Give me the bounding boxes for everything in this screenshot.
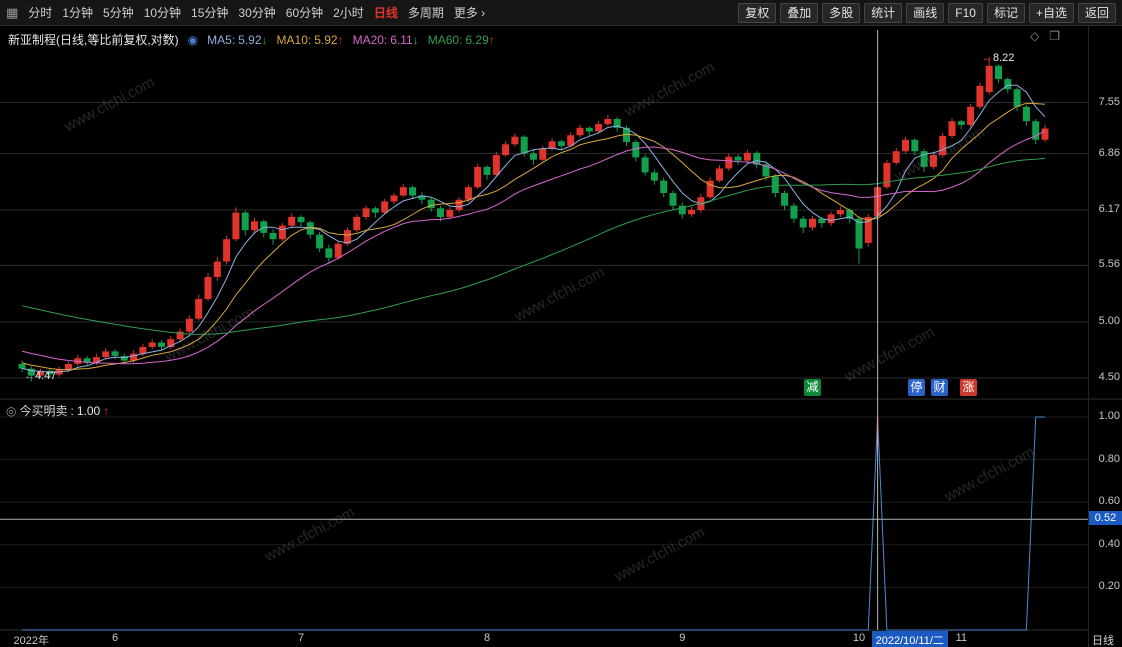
ma60-value: 6.29	[465, 32, 489, 47]
time-axis: 2022年 6 7 8 9 10 11	[0, 630, 1088, 647]
chart-area: 新亚制程(日线,等比前复权,对数) ◉ MA5: 5.92 ↓ MA10: 5.…	[0, 26, 1122, 647]
high-price-value: 8.22	[993, 52, 1015, 64]
timeframe-60min[interactable]: 60分钟	[285, 6, 324, 20]
sub-axis-tick: 1.00	[1098, 410, 1120, 422]
ma60-label: MA60:	[427, 32, 463, 47]
period-label: 日线	[1092, 635, 1114, 647]
sub-indicator-arrow-icon: ↑	[103, 403, 110, 418]
indicator-collapse-icon[interactable]: ◎	[6, 403, 17, 418]
timeframe-30min[interactable]: 30分钟	[238, 6, 276, 20]
crosshair-value-box: 0.52	[1089, 511, 1122, 526]
top-toolbar: ▦ 分时 1分钟 5分钟 10分钟 15分钟 30分钟 60分钟 2小时 日线 …	[0, 0, 1122, 26]
grid-icon[interactable]: ▦	[6, 4, 19, 20]
x-axis-tick: 8	[483, 632, 491, 644]
x-axis-tick: 10	[852, 632, 866, 644]
price-axis-tick: 6.17	[1098, 202, 1120, 215]
ma60-arrow-icon: ↑	[488, 32, 495, 47]
sub-indicator-separator: :	[70, 403, 74, 418]
ma5-legend: MA5: 5.92 ↓	[207, 33, 267, 47]
timeframe-daily[interactable]: 日线	[373, 6, 398, 20]
x-axis-tick: 7	[297, 632, 305, 644]
gridlines	[0, 102, 1122, 631]
button-add-watchlist[interactable]: +自选	[1028, 2, 1074, 23]
ma5-value: 5.92	[238, 32, 262, 47]
chart-header: 新亚制程(日线,等比前复权,对数) ◉ MA5: 5.92 ↓ MA10: 5.…	[8, 31, 495, 48]
price-axis-tick: 6.86	[1098, 146, 1120, 159]
x-axis-tick: 6	[111, 632, 119, 644]
low-price-value: 4.47	[35, 370, 57, 382]
x-axis-tick: 2022年	[13, 635, 50, 647]
button-draw-line[interactable]: 画线	[906, 2, 945, 23]
timeframe-more[interactable]: 更多 ›	[453, 6, 486, 20]
crosshair-date-box: 2022/10/11/二	[871, 631, 948, 647]
candles	[18, 57, 1049, 382]
ma60-legend: MA60: 6.29 ↑	[428, 33, 495, 47]
chart-title: 新亚制程(日线,等比前复权,对数)	[8, 33, 179, 47]
ma10-legend: MA10: 5.92 ↑	[277, 33, 344, 47]
ma20-legend: MA20: 6.11 ↓	[353, 33, 419, 47]
timeframe-5min[interactable]: 5分钟	[103, 6, 134, 20]
ma5-arrow-icon: ↓	[261, 32, 268, 47]
toolbar-right-group: 复权 叠加 多股 统计 画线 F10 标记 +自选 返回	[738, 2, 1116, 23]
timeframe-2hour[interactable]: 2小时	[333, 6, 364, 20]
button-f10[interactable]: F10	[948, 2, 983, 23]
button-fuquan[interactable]: 复权	[738, 2, 777, 23]
timeframe-15min[interactable]: 15分钟	[191, 6, 229, 20]
price-axis-tick: 7.55	[1098, 95, 1120, 108]
ma20-label: MA20:	[352, 32, 388, 47]
event-badge-cai[interactable]: 财	[931, 379, 948, 396]
event-badge-jian[interactable]: 减	[804, 379, 821, 396]
diamond-marker-icon[interactable]: ◇	[1030, 29, 1040, 43]
button-stats[interactable]: 统计	[864, 2, 903, 23]
timeframe-1min[interactable]: 1分钟	[62, 6, 93, 20]
timeframe-multi-period[interactable]: 多周期	[407, 6, 444, 20]
ma10-label: MA10:	[276, 32, 312, 47]
crosshair[interactable]	[0, 30, 1088, 630]
indicator-settings-icon[interactable]: ◉	[187, 32, 199, 47]
sub-axis-tick: 0.60	[1098, 495, 1120, 508]
x-axis-tick: 9	[679, 632, 686, 644]
price-axis-tick: 5.00	[1098, 314, 1120, 327]
event-badge-ting[interactable]: 停	[908, 379, 925, 396]
left-arrow-icon: ←	[982, 52, 993, 64]
price-axis-tick: 5.56	[1098, 258, 1120, 271]
sub-axis-tick: 0.20	[1098, 580, 1120, 593]
chart-corner-tools: ◇ ❐	[1030, 29, 1060, 43]
ma20-arrow-icon: ↓	[412, 32, 419, 47]
ma-lines	[21, 84, 1046, 373]
x-axis-tick: 11	[955, 632, 968, 644]
button-overlay[interactable]: 叠加	[780, 2, 819, 23]
button-back[interactable]: 返回	[1077, 2, 1116, 23]
sub-indicator-value: 1.00	[76, 403, 101, 418]
button-mark[interactable]: 标记	[986, 2, 1025, 23]
ma5-label: MA5:	[207, 32, 236, 47]
sub-indicator-header: ◎ 今买明卖 : 1.00 ↑	[6, 402, 109, 419]
event-badge-zhang[interactable]: 涨	[960, 379, 977, 396]
ma10-arrow-icon: ↑	[337, 32, 344, 47]
sub-indicator-line	[22, 416, 1045, 631]
sub-axis-tick: 0.80	[1098, 452, 1120, 465]
ma20-value: 6.11	[390, 32, 413, 47]
panel-window-icon[interactable]: ❐	[1049, 29, 1060, 43]
sub-indicator-name: 今买明卖	[19, 404, 68, 418]
left-arrow-icon: ←	[24, 370, 35, 382]
price-axis: 7.55 6.86 6.17 5.56 5.00 4.50 1.00 0.80 0.60 0.40…	[1088, 26, 1122, 647]
sub-axis-tick: 0.40	[1098, 537, 1120, 550]
button-multi-stock[interactable]: 多股	[822, 2, 861, 23]
chart-canvas[interactable]	[0, 26, 1122, 647]
ma10-value: 5.92	[314, 32, 338, 47]
timeframe-10min[interactable]: 10分钟	[143, 6, 182, 20]
high-price-marker: ←8.22	[982, 52, 1014, 64]
low-price-marker: ←4.47	[24, 370, 56, 382]
timeframe-fenshi[interactable]: 分时	[28, 6, 53, 20]
price-axis-tick: 4.50	[1098, 370, 1120, 383]
